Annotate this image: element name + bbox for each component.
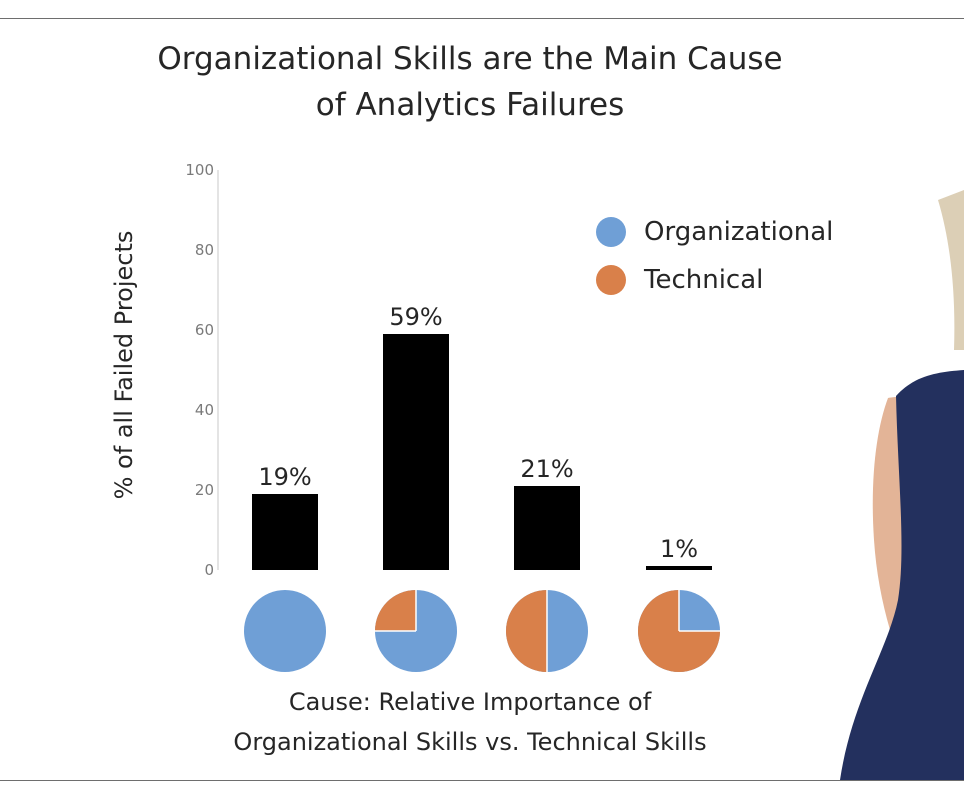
chart-title-line-2: of Analytics Failures	[315, 87, 625, 123]
y-tick-label: 80	[195, 241, 214, 259]
bar	[514, 486, 580, 570]
y-axis: 0 20 40 60 80 100	[185, 161, 219, 579]
x-axis-label-line-2: Organizational Skills vs. Technical Skil…	[233, 728, 707, 756]
pie-technical-slice	[506, 590, 547, 672]
chart-title-line-1: Organizational Skills are the Main Cause	[157, 41, 783, 77]
bar-value-label: 59%	[389, 303, 442, 331]
chart-title: Organizational Skills are the Main Cause…	[100, 36, 840, 128]
organizational-legend-marker	[596, 217, 626, 247]
y-tick-label: 100	[185, 161, 214, 179]
presenter-figure	[840, 190, 964, 780]
bar-value-label: 21%	[520, 455, 573, 483]
bars: 19% 59% 21% 1%	[252, 303, 712, 570]
bottom-divider	[0, 780, 964, 781]
y-tick-label: 20	[195, 481, 214, 499]
bar	[252, 494, 318, 570]
y-tick-label: 0	[204, 561, 214, 579]
presenter-dress	[840, 370, 964, 780]
category-pies	[244, 590, 720, 672]
pie-technical-slice	[375, 590, 416, 631]
y-tick-label: 40	[195, 401, 214, 419]
bar-value-label: 1%	[660, 535, 698, 563]
x-axis-label: Cause: Relative Importance of Organizati…	[160, 682, 780, 762]
y-axis-label: % of all Failed Projects	[110, 231, 138, 500]
bar-value-label: 19%	[258, 463, 311, 491]
bar	[383, 334, 449, 570]
x-axis-label-line-1: Cause: Relative Importance of	[288, 688, 652, 716]
legend-label-technical: Technical	[644, 265, 764, 295]
bar	[646, 566, 712, 570]
top-divider	[0, 18, 964, 19]
legend-item-organizational: Organizational	[596, 208, 833, 256]
legend-label-organizational: Organizational	[644, 217, 834, 247]
legend-item-technical: Technical	[596, 256, 833, 304]
y-tick-label: 60	[195, 321, 214, 339]
pie-organizational-slice	[244, 590, 326, 672]
technical-legend-marker	[596, 265, 626, 295]
legend: Organizational Technical	[596, 208, 833, 304]
presenter-hair	[938, 190, 964, 350]
